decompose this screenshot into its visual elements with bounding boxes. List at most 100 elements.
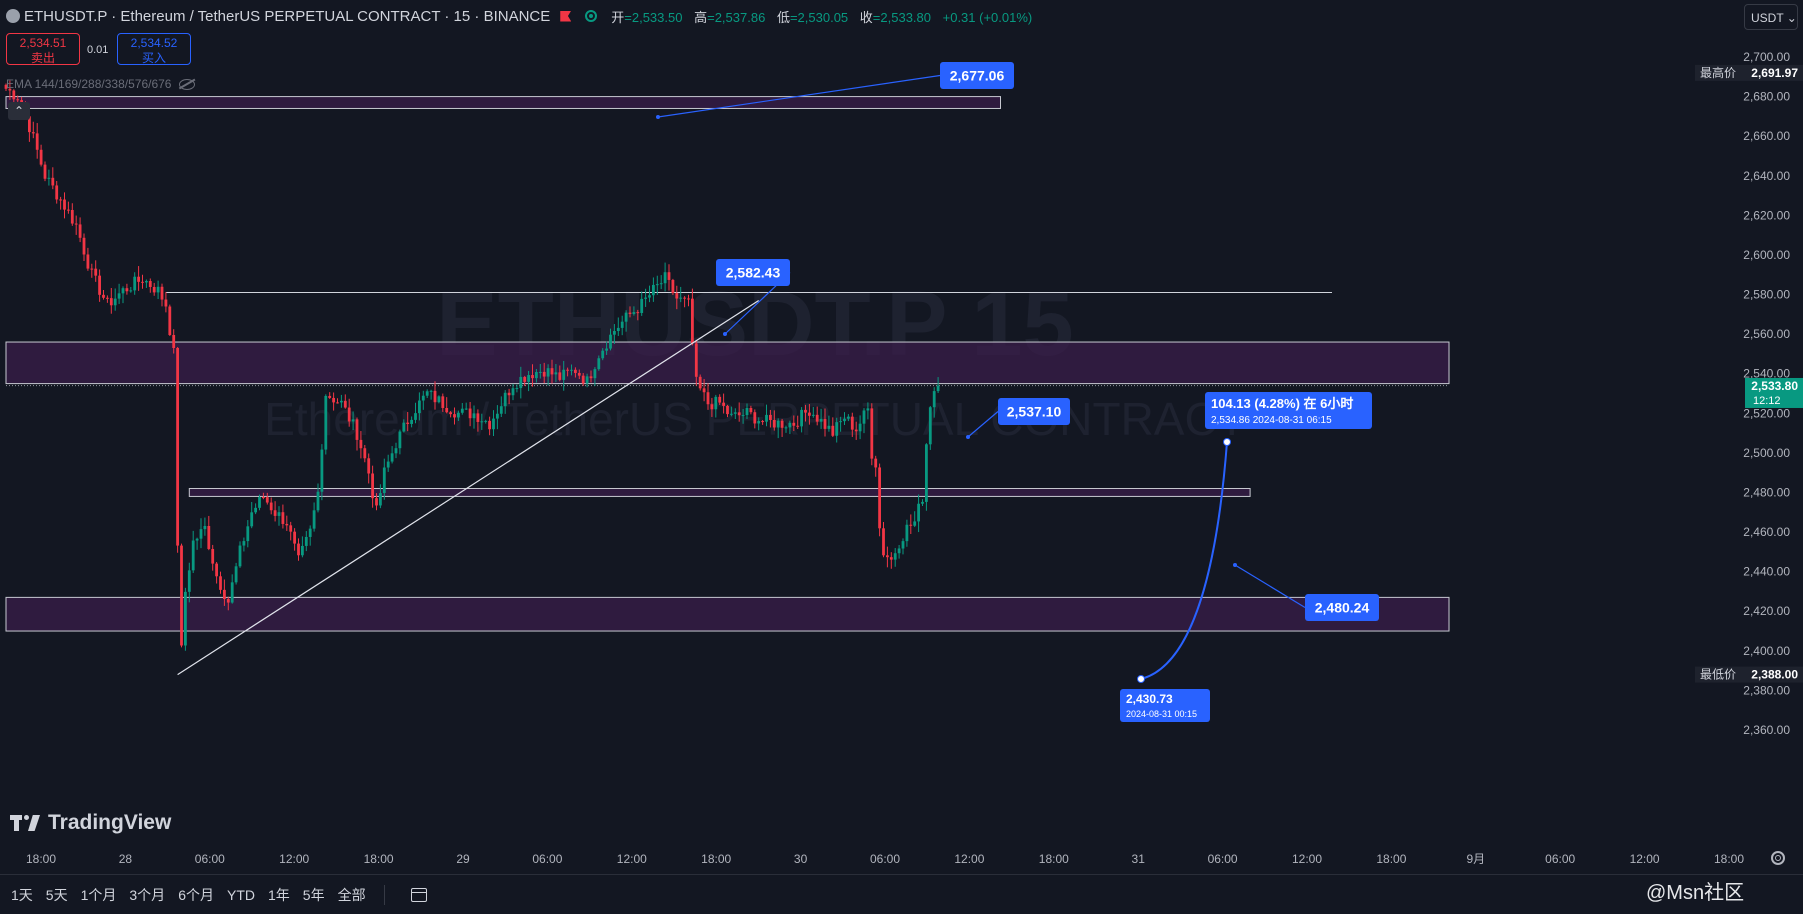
high-price-tag: 最高价 2,691.97 [1695,64,1803,81]
candle-body [640,298,644,313]
note-2537[interactable]: 2,537.10 [966,398,1070,439]
ohlc-values: 开=2,533.50 高=2,537.86 低=2,530.05 收=2,533… [611,9,1033,25]
candle-body [585,376,589,384]
candle-body [827,425,831,429]
flag-icon[interactable] [560,10,572,22]
price-axis[interactable]: 2,700.00 2,680.00 2,660.00 2,640.00 2,620.00… [1512,0,1803,874]
candle-body [195,538,199,541]
x-tick-label: 06:00 [195,852,225,866]
candle-body [234,566,238,583]
zone-rect-0[interactable] [5,96,1001,109]
price-range-measure[interactable]: 104.13 (4.28%) 在 6小时 2,534.86 2024-08-31 … [1120,392,1372,722]
buy-button[interactable]: 2,534.52 买入 [117,33,191,65]
zone-rect-3[interactable] [5,596,1450,632]
tradingview-logo: TradingView [10,811,171,835]
candle-body [203,525,207,530]
candle-body [164,299,168,307]
candle-body [932,391,936,408]
low-price-tag-value: 2,388.00 [1751,668,1798,682]
sell-button[interactable]: 2,534.51 卖出 [6,33,80,65]
source-watermark: @Msn社区 [1646,882,1745,904]
note-2582[interactable]: 2,582.43 [716,259,791,336]
candle-body [597,358,601,370]
candle-body [219,576,222,590]
candle-body [433,390,437,403]
candle-body [776,420,780,428]
candle-body [78,224,82,238]
candle-body [226,599,230,603]
candle-body [523,376,527,382]
x-tick-label: 06:00 [870,852,900,866]
y-tick-label: 2,620.00 [1743,208,1790,222]
price-axis-bg [1512,0,1803,874]
candle-body [893,553,897,560]
candle-body [515,388,519,390]
candle-body [460,408,464,413]
candle-body [332,397,335,403]
candle-body [223,589,226,600]
candle-body [492,418,495,430]
symbol-title[interactable]: ETHUSDT.P · Ethereum / TetherUS PERPETUA… [24,7,551,25]
last-price-tag-bg [1745,377,1803,408]
market-status-icon[interactable] [585,10,598,22]
candle-body [499,406,503,414]
range-5d[interactable]: 5天 [45,886,68,903]
currency-select[interactable]: USDT ⌄ [1744,4,1798,30]
candle-body [336,402,339,404]
candle-body [211,548,215,564]
candle-body [340,400,343,403]
note-2537-box [998,398,1070,425]
range-3m[interactable]: 3个月 [129,886,166,903]
candle-body [453,414,456,418]
candle-body [51,177,55,186]
note-2480[interactable]: 2,480.24 [1233,563,1379,621]
candle-body [870,408,874,459]
candle-body [277,512,281,516]
y-tick-label: 2,540.00 [1743,367,1790,381]
candle-body [726,405,729,415]
candle-body [63,199,66,210]
note-2582-box [716,259,790,286]
zone-rect-2[interactable] [188,488,1251,497]
candle-body [55,185,59,200]
range-6m[interactable]: 6个月 [178,886,214,903]
candle-body [574,369,577,373]
candle-body [382,467,386,494]
measure-end-dot [1223,438,1231,446]
range-5y[interactable]: 5年 [302,886,325,903]
range-all[interactable]: 全部 [337,886,366,903]
time-axis[interactable]: 18:00 28 06:00 12:00 18:00 29 06:00 12:00 18:00 3… [26,852,1744,866]
y-tick-label: 2,600.00 [1743,248,1790,262]
hide-eye-icon[interactable] [179,79,196,91]
collapse-legend-button[interactable]: ⌃ [8,102,30,120]
candle-body [679,297,683,299]
y-tick-label: 2,520.00 [1743,406,1790,420]
candle-body [250,512,254,527]
calendar-goto-icon[interactable] [410,887,427,902]
zone-rect-1[interactable] [5,341,1450,385]
trendline[interactable] [177,299,760,676]
candle-body [410,419,413,424]
last-price-tag-sub: 12:12 [1753,395,1781,407]
candle-body [921,501,924,504]
candle-body [558,372,562,380]
candle-body [238,545,242,567]
candle-body [258,497,261,508]
candle-body [468,408,472,419]
candle-body [601,350,605,359]
range-1m[interactable]: 1个月 [80,886,117,903]
candle-body [854,429,858,432]
range-1d[interactable]: 1天 [11,886,33,903]
candle-body [780,420,784,428]
note-2677-anchor [656,115,660,119]
settings-gear-icon[interactable] [1771,851,1785,865]
candle-body [371,473,374,499]
note-2677[interactable]: 2,677.06 [656,62,1014,119]
indicator-legend[interactable]: EMA 144/169/288/338/576/676 [6,77,196,91]
candle-body [847,416,850,419]
candle-body [928,407,932,445]
range-1y[interactable]: 1年 [267,886,290,903]
candle-body [835,422,839,436]
range-ytd[interactable]: YTD [226,886,255,903]
